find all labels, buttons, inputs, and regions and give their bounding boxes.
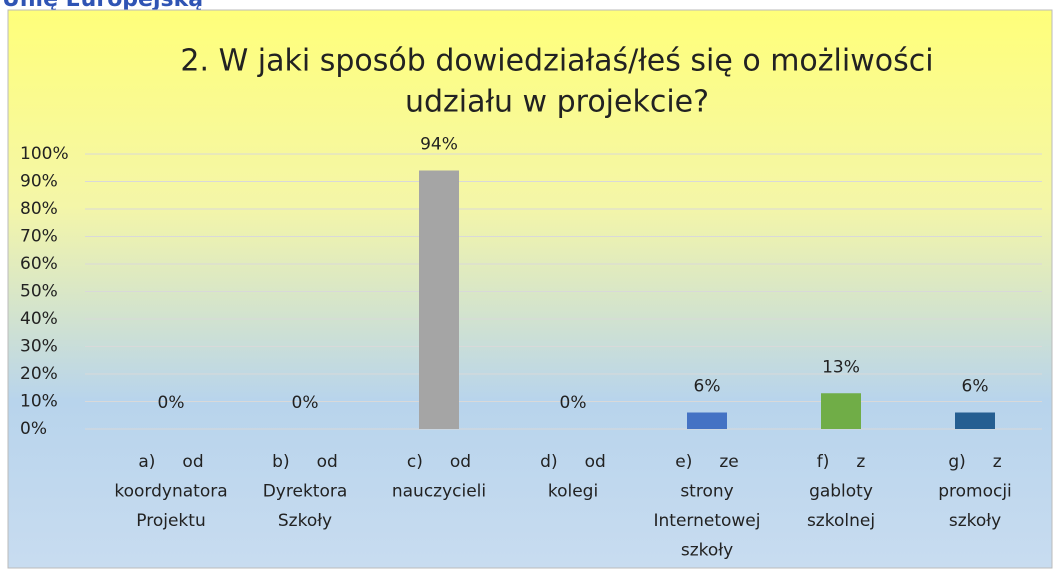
bar	[955, 412, 995, 429]
x-tick-label: strony	[680, 482, 733, 502]
y-tick-label: 70%	[20, 227, 58, 247]
x-tick-label: promocji	[938, 482, 1012, 502]
x-tick-label: nauczycieli	[392, 482, 486, 502]
chart-area	[7, 9, 1053, 569]
data-label: 94%	[420, 135, 458, 155]
bar	[687, 412, 727, 429]
page-header: Unię Europejską	[2, 0, 203, 12]
y-tick-label: 10%	[20, 392, 58, 412]
y-tick-label: 80%	[20, 199, 58, 219]
x-tick-label: e) ze	[675, 452, 739, 472]
y-tick-label: 30%	[20, 337, 58, 357]
data-label: 6%	[694, 377, 721, 397]
y-tick-label: 100%	[20, 144, 69, 164]
chart-title: udziału w projekcie?	[405, 85, 709, 120]
x-tick-label: gabloty	[809, 482, 873, 502]
x-tick-label: kolegi	[548, 482, 598, 502]
x-tick-label: b) od	[272, 452, 338, 472]
x-tick-label: a) od	[138, 452, 203, 472]
x-tick-label: Internetowej	[654, 511, 761, 531]
x-tick-label: szkoły	[949, 511, 1001, 531]
y-tick-label: 20%	[20, 364, 58, 384]
y-tick-label: 0%	[20, 419, 47, 439]
x-tick-label: f) z	[817, 452, 866, 472]
x-tick-label: koordynatora	[114, 482, 227, 502]
y-tick-label: 60%	[20, 254, 58, 274]
x-tick-label: Dyrektora	[263, 482, 348, 502]
data-label: 6%	[962, 377, 989, 397]
x-tick-label: szkoły	[681, 541, 733, 561]
x-tick-label: d) od	[540, 452, 606, 472]
bar	[821, 393, 861, 429]
x-tick-label: Szkoły	[278, 511, 332, 531]
x-tick-label: Projektu	[136, 511, 205, 531]
bar	[419, 170, 459, 429]
x-tick-label: szkolnej	[807, 511, 875, 531]
data-label: 13%	[822, 357, 860, 377]
data-label: 0%	[158, 393, 185, 413]
y-tick-label: 90%	[20, 172, 58, 192]
chart-title: 2. W jaki sposób dowiedziałaś/łeś się o …	[180, 44, 933, 79]
data-label: 0%	[292, 393, 319, 413]
x-tick-label: g) z	[948, 452, 1001, 472]
y-tick-label: 50%	[20, 282, 58, 302]
data-label: 0%	[560, 393, 587, 413]
y-tick-label: 40%	[20, 309, 58, 329]
x-tick-label: c) od	[407, 452, 471, 472]
